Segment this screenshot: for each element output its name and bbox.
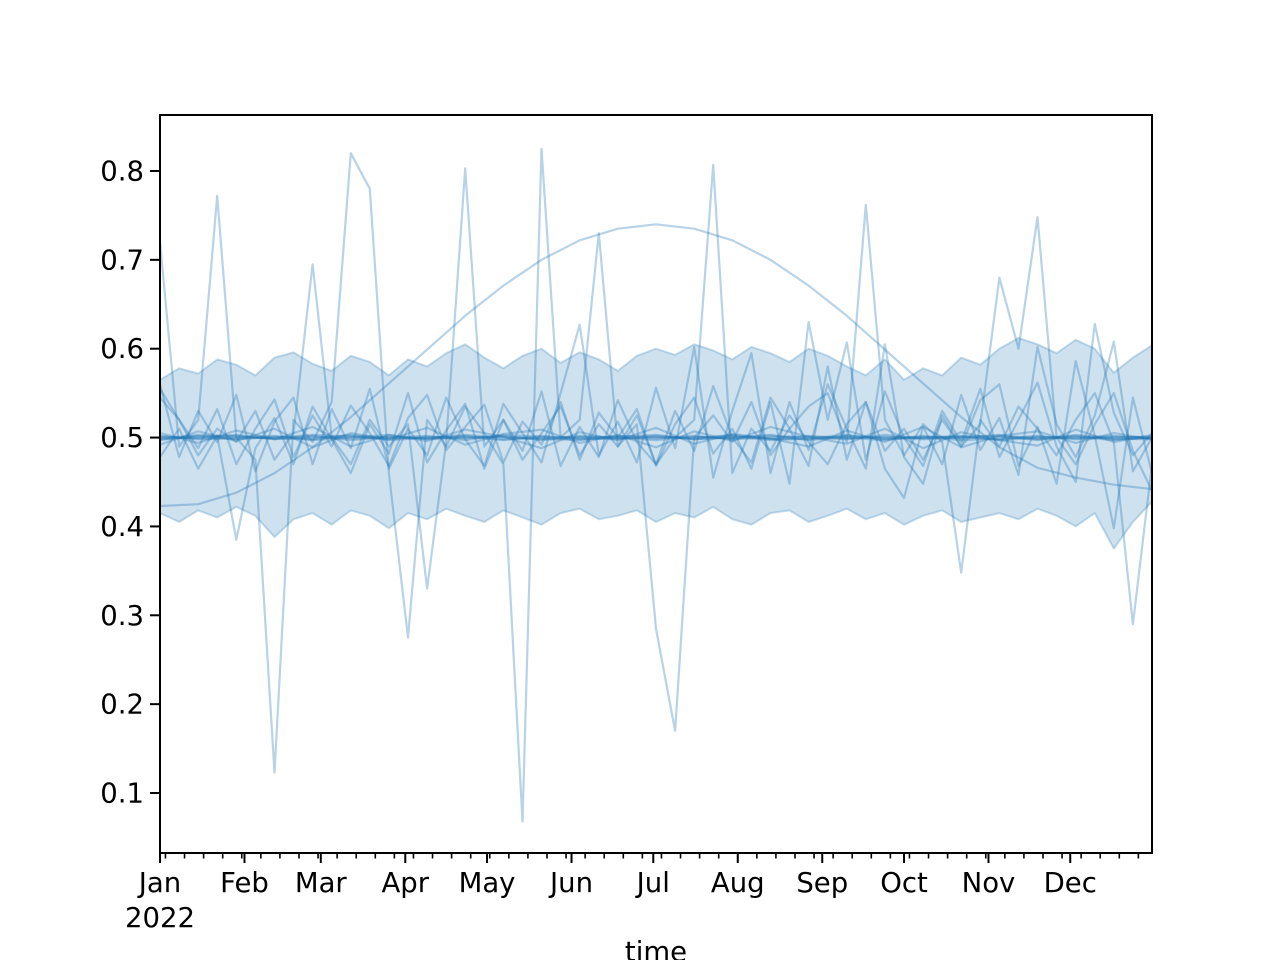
x-tick-label: Dec <box>1044 867 1097 899</box>
series-line-spiky-2 <box>158 163 1154 590</box>
series-line-flat-1 <box>158 433 1154 442</box>
x-tick-label: Nov <box>962 867 1016 899</box>
band-layer <box>159 337 1153 550</box>
y-tick-label: 0.5 <box>100 422 144 454</box>
axes-layer: Jan Feb Mar Apr May Jun Jul Aug Sep Oct Nov Dec 0.1 0… <box>100 114 1153 899</box>
x-tick-label: Sep <box>796 867 848 899</box>
uncertainty-band-fill <box>160 338 1152 549</box>
y-tick-label: 0.1 <box>100 778 144 810</box>
x-tick-label: Jun <box>548 867 593 899</box>
series-layer <box>158 147 1154 823</box>
series-line-medium-3 <box>158 323 1154 530</box>
series-line-medium-2 <box>158 340 1154 541</box>
series-line-spiky-1 <box>158 147 1154 823</box>
x-tick-label: Apr <box>381 867 429 899</box>
x-axis-label: time <box>625 936 687 960</box>
y-tick-label: 0.3 <box>100 600 144 632</box>
x-tick-label: Jul <box>635 867 670 899</box>
labels-layer: 2022 time <box>125 902 687 960</box>
plot-frame <box>159 114 1153 854</box>
x-tick-label: Jan <box>137 867 181 899</box>
series-line-flat-3 <box>158 433 1154 442</box>
uncertainty-band-lower-edge <box>159 500 1153 550</box>
uncertainty-band-upper-edge <box>159 337 1153 381</box>
x-tick-label: Oct <box>880 867 928 899</box>
y-tick-label: 0.8 <box>100 155 144 187</box>
y-tick-label: 0.7 <box>100 244 144 276</box>
series-line-mild-1 <box>158 425 1154 450</box>
series-line-flat-4 <box>158 433 1154 442</box>
y-tick-label: 0.4 <box>100 511 144 543</box>
series-line-flat-6 <box>158 433 1154 442</box>
x-tick-label: Feb <box>220 867 269 899</box>
series-line-flat-5 <box>158 433 1154 442</box>
x-tick-label: Aug <box>711 867 765 899</box>
series-line-mild-2 <box>158 425 1154 450</box>
year-label: 2022 <box>125 902 195 934</box>
y-tick-label: 0.2 <box>100 689 144 721</box>
x-tick-label: Mar <box>295 867 348 899</box>
series-line-flat-2 <box>158 433 1154 442</box>
y-tick-label: 0.6 <box>100 333 144 365</box>
series-line-medium-1 <box>158 320 1154 485</box>
series-line-seasonal-smooth <box>158 223 1154 508</box>
x-tick-label: May <box>459 867 516 899</box>
